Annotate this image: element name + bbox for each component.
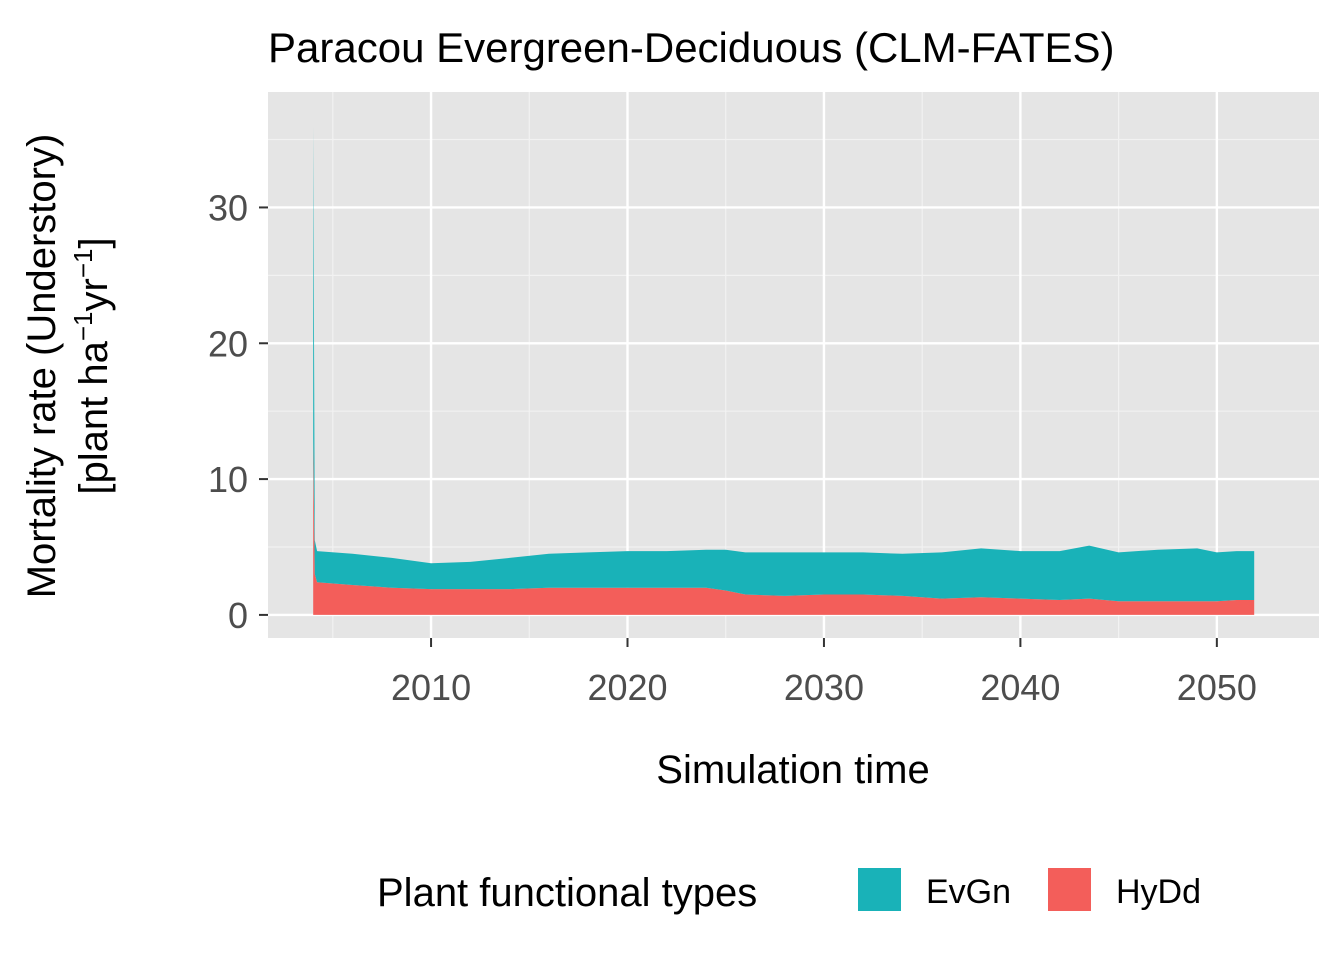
grid-lines [268, 92, 1319, 638]
y-axis-title-line2: [plant ha−1yr−1] [68, 237, 116, 494]
area-evgn [313, 126, 1255, 602]
y-axis-unit-yr: yr [72, 278, 116, 311]
y-tick-label-1: 10 [208, 459, 248, 500]
legend: Plant functional types EvGn HyDd [377, 868, 1201, 915]
y-axis-title-line1: Mortality rate (Understory) [20, 134, 64, 599]
y-axis-unit-exponent-yr: −1 [68, 249, 98, 279]
area-hydd [313, 438, 1255, 615]
x-tick-label-4: 2050 [1177, 667, 1257, 708]
legend-label-evgn: EvGn [926, 873, 1011, 911]
chart-title: Paracou Evergreen-Deciduous (CLM-FATES) [268, 24, 1115, 71]
x-tick-label-1: 2020 [587, 667, 667, 708]
y-axis-unit-exponent-ha: −1 [68, 311, 98, 341]
legend-label-hydd: HyDd [1116, 873, 1201, 911]
x-axis-title: Simulation time [656, 748, 929, 792]
x-tick-label-3: 2040 [980, 667, 1060, 708]
legend-title: Plant functional types [377, 871, 757, 915]
y-axis-unit-plant-ha: [plant ha [72, 340, 116, 494]
y-tick-label-3: 30 [208, 187, 248, 228]
y-tick-label-2: 20 [208, 323, 248, 364]
area-series [313, 126, 1255, 615]
x-tick-label-0: 2010 [391, 667, 471, 708]
x-tick-label-2: 2030 [784, 667, 864, 708]
y-axis-unit-bracket: ] [72, 237, 116, 248]
legend-swatch-hydd [1048, 868, 1091, 911]
y-axis-title: Mortality rate (Understory) [plant ha−1y… [20, 134, 116, 599]
y-tick-label-0: 0 [228, 595, 248, 636]
legend-swatch-evgn [858, 868, 901, 911]
